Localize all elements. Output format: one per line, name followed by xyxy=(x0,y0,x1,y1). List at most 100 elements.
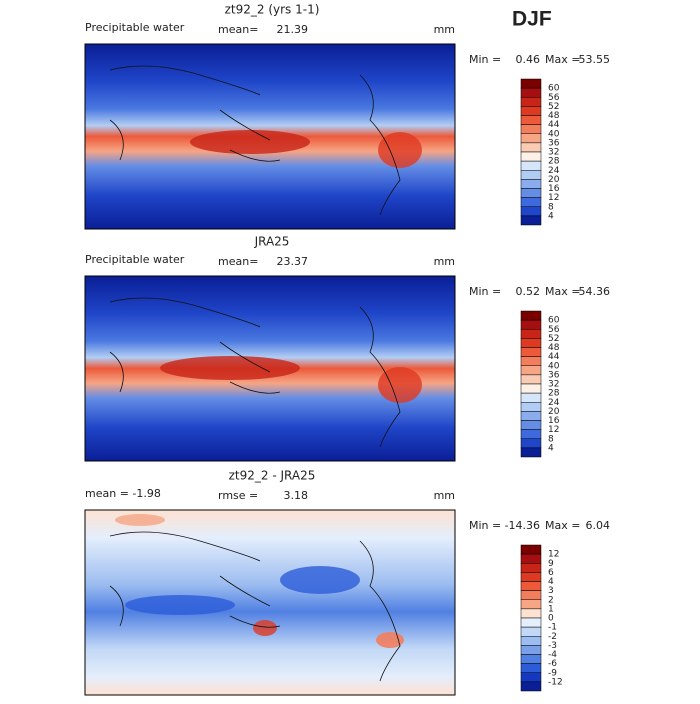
colorbar-label: 4 xyxy=(548,211,554,221)
colorbar-label: 4 xyxy=(548,443,554,453)
min-label: Min = xyxy=(469,53,501,66)
colorbar-box xyxy=(520,645,542,655)
colorbar-label: 12 xyxy=(548,550,559,560)
stat-label: mean= xyxy=(218,23,258,36)
colorbar-label: 16 xyxy=(548,184,560,194)
colorbar-box xyxy=(520,179,542,189)
colorbar-box xyxy=(520,681,542,692)
colorbar-box xyxy=(520,78,542,89)
colorbar-label: 60 xyxy=(548,84,560,94)
colorbar-box xyxy=(520,115,542,125)
colorbar-box xyxy=(520,544,542,555)
colorbar-label: 8 xyxy=(548,202,554,212)
colorbar-box xyxy=(520,411,542,421)
colorbar-box xyxy=(520,374,542,385)
units: mm xyxy=(434,489,455,502)
colorbar-label: 12 xyxy=(548,193,559,203)
min-label: Min = xyxy=(469,285,501,298)
stat-value: 21.39 xyxy=(277,23,309,36)
colorbar-label: 44 xyxy=(548,352,560,362)
colorbar-label: 16 xyxy=(548,416,560,426)
units: mm xyxy=(434,23,455,36)
colorbar-label: 52 xyxy=(548,102,559,112)
colorbar-box xyxy=(520,124,542,134)
colorbar-label: -2 xyxy=(548,632,557,642)
colorbar-label: 44 xyxy=(548,120,560,130)
colorbar-label: 24 xyxy=(548,398,560,408)
max-value: 53.55 xyxy=(579,53,611,66)
colorbar-label: 3 xyxy=(548,586,554,596)
colorbar-box xyxy=(520,590,542,600)
panel-left-label: Precipitable water xyxy=(85,253,185,266)
map-panel-1 xyxy=(84,43,456,230)
colorbar-label: 36 xyxy=(548,138,560,148)
colorbar-label: 1 xyxy=(548,604,554,614)
colorbar-box xyxy=(520,572,542,582)
stat-label: mean= xyxy=(218,255,258,268)
colorbar-box xyxy=(520,356,542,366)
stat-label: rmse = xyxy=(218,489,258,502)
colorbar-box xyxy=(520,626,542,637)
colorbar-label: 40 xyxy=(548,129,560,139)
colorbar-box xyxy=(520,383,542,394)
colorbar-box xyxy=(520,581,542,591)
colorbar-box xyxy=(520,206,542,217)
map-panel-3 xyxy=(84,509,456,696)
panel-title: JRA25 xyxy=(254,235,290,249)
colorbar-box xyxy=(520,563,542,573)
colorbar-label: 60 xyxy=(548,316,560,326)
colorbar-label: 56 xyxy=(548,325,560,335)
colorbar-box xyxy=(520,188,542,198)
min-value: 0.46 xyxy=(516,53,541,66)
max-label: Max = xyxy=(545,285,580,298)
colorbar-label: 9 xyxy=(548,559,554,569)
colorbar-label: 56 xyxy=(548,93,560,103)
colorbar-label: 24 xyxy=(548,166,560,176)
colorbar-label: 20 xyxy=(548,407,560,417)
colorbar-box xyxy=(520,133,542,144)
colorbar-label: 12 xyxy=(548,425,559,435)
colorbar-box xyxy=(520,106,542,116)
stat-value: 23.37 xyxy=(277,255,309,268)
panel-left-label: Precipitable water xyxy=(85,21,185,34)
colorbar-box xyxy=(520,420,542,430)
colorbar-label: 28 xyxy=(548,157,560,167)
panel-title: zt92_2 - JRA25 xyxy=(229,469,316,483)
colorbar-label: -6 xyxy=(548,659,557,669)
colorbar-box xyxy=(520,553,542,564)
map-panel-2 xyxy=(84,275,456,462)
units: mm xyxy=(434,255,455,268)
colorbar-box xyxy=(520,97,542,107)
stat-value: 3.18 xyxy=(284,489,309,502)
min-value: -14.36 xyxy=(505,519,540,532)
colorbar-box xyxy=(520,636,542,646)
colorbar-box xyxy=(520,654,542,664)
min-value: 0.52 xyxy=(516,285,541,298)
colorbar-box xyxy=(520,310,542,321)
colorbar-box xyxy=(520,392,542,403)
colorbar-label: 48 xyxy=(548,111,560,121)
max-value: 6.04 xyxy=(586,519,611,532)
colorbar-label: -3 xyxy=(548,641,557,651)
colorbar-label: 48 xyxy=(548,343,560,353)
season: DJF xyxy=(512,8,552,31)
colorbar-label: 6 xyxy=(548,568,554,578)
panel-title: zt92_2 (yrs 1-1) xyxy=(225,3,320,17)
colorbar-box xyxy=(520,447,542,458)
colorbar-label: -1 xyxy=(548,623,557,633)
colorbar-box xyxy=(520,402,542,412)
panel-left-label: mean = -1.98 xyxy=(85,487,161,500)
colorbar-box xyxy=(520,347,542,357)
colorbar-box xyxy=(520,142,542,153)
colorbar-box xyxy=(520,438,542,449)
colorbar-box xyxy=(520,151,542,162)
colorbar-box xyxy=(520,329,542,339)
colorbar-label: 40 xyxy=(548,361,560,371)
max-value: 54.36 xyxy=(579,285,611,298)
colorbar-box xyxy=(520,215,542,226)
colorbar-box xyxy=(520,429,542,439)
colorbar-box xyxy=(520,338,542,348)
colorbar-label: 32 xyxy=(548,380,559,390)
colorbar-box xyxy=(520,365,542,376)
